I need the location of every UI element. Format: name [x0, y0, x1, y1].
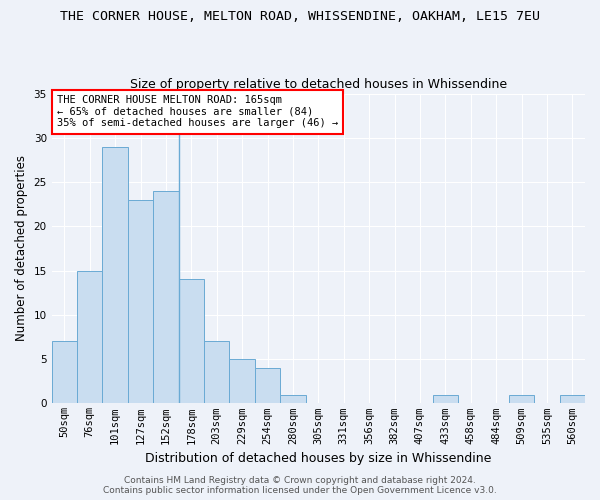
- Bar: [52, 342, 77, 404]
- Bar: [128, 200, 153, 404]
- Bar: [77, 270, 103, 404]
- Bar: [204, 342, 229, 404]
- Text: Contains HM Land Registry data © Crown copyright and database right 2024.
Contai: Contains HM Land Registry data © Crown c…: [103, 476, 497, 495]
- Bar: [153, 191, 179, 404]
- Bar: [280, 394, 305, 404]
- Y-axis label: Number of detached properties: Number of detached properties: [15, 156, 28, 342]
- X-axis label: Distribution of detached houses by size in Whissendine: Distribution of detached houses by size …: [145, 452, 491, 465]
- Bar: [103, 146, 128, 404]
- Title: Size of property relative to detached houses in Whissendine: Size of property relative to detached ho…: [130, 78, 507, 91]
- Bar: [560, 394, 585, 404]
- Bar: [509, 394, 534, 404]
- Bar: [255, 368, 280, 404]
- Bar: [229, 359, 255, 404]
- Text: THE CORNER HOUSE MELTON ROAD: 165sqm
← 65% of detached houses are smaller (84)
3: THE CORNER HOUSE MELTON ROAD: 165sqm ← 6…: [57, 95, 338, 128]
- Bar: [179, 280, 204, 404]
- Bar: [433, 394, 458, 404]
- Text: THE CORNER HOUSE, MELTON ROAD, WHISSENDINE, OAKHAM, LE15 7EU: THE CORNER HOUSE, MELTON ROAD, WHISSENDI…: [60, 10, 540, 23]
